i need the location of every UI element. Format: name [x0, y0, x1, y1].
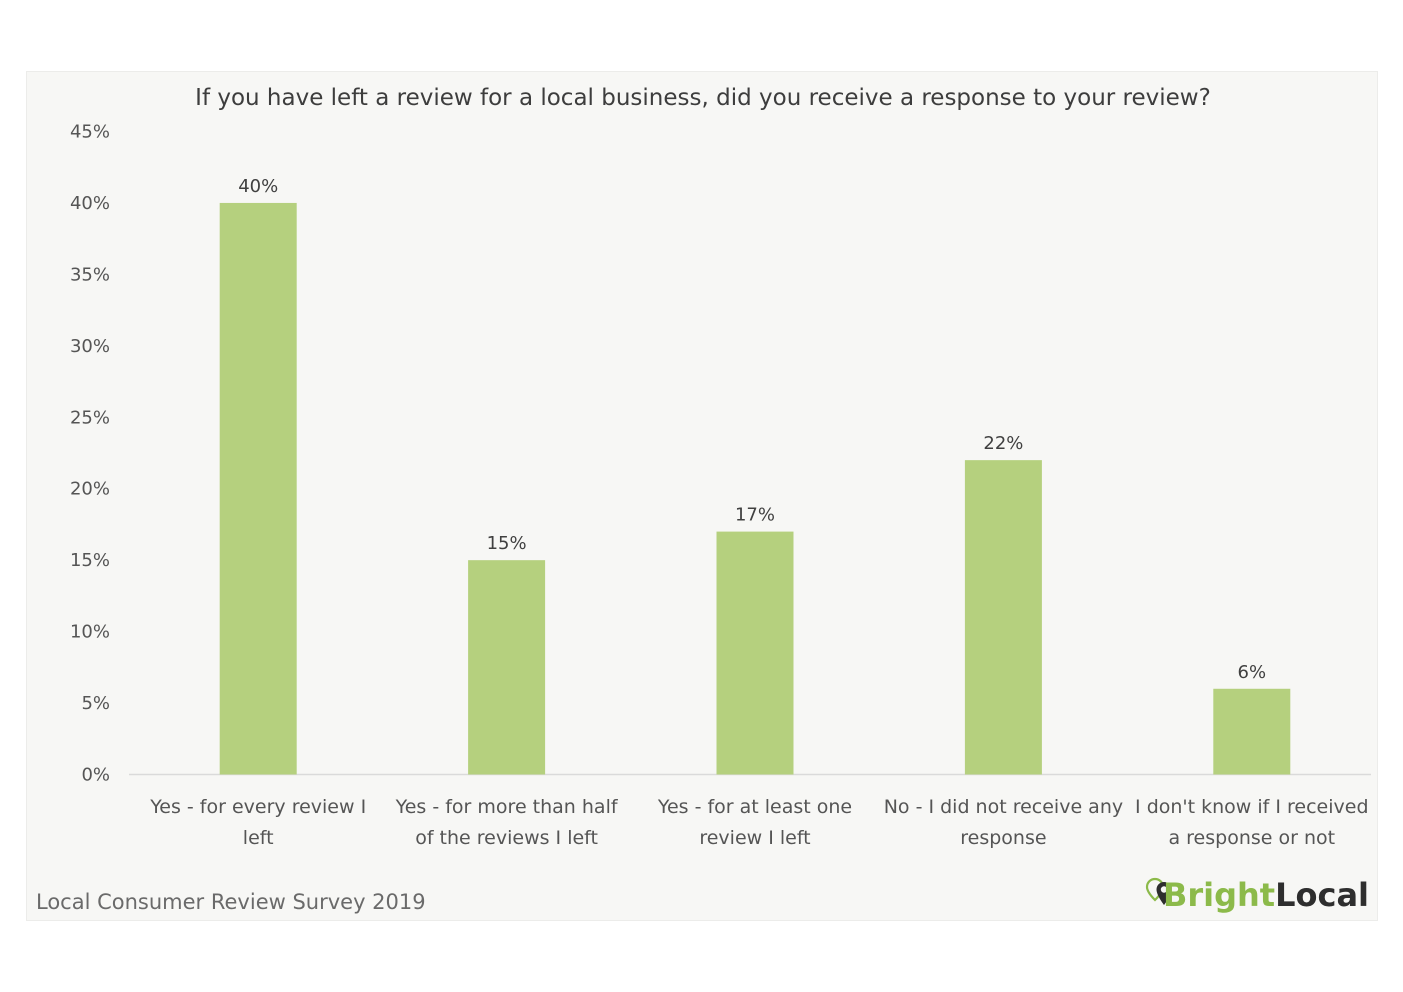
- category-label: Yes - for at least one: [657, 796, 852, 818]
- brand-wordmark: BrightLocal: [1163, 876, 1369, 914]
- category-label: a response or not: [1168, 827, 1335, 849]
- y-axis: 0% 5% 10% 15% 20% 25% 30% 35% 40% 45%: [70, 122, 110, 786]
- y-tick-label: 20%: [70, 479, 110, 500]
- category-label: left: [243, 827, 274, 849]
- category-labels: Yes - for every review I left Yes - for mo…: [149, 796, 1368, 849]
- y-tick-label: 5%: [81, 693, 110, 714]
- category-label: response: [960, 827, 1046, 849]
- category-label: Yes - for every review I: [149, 796, 366, 818]
- bar: [219, 202, 297, 775]
- y-tick-label: 25%: [70, 407, 110, 428]
- y-tick-label: 0%: [81, 765, 110, 786]
- data-label: 40%: [238, 176, 278, 197]
- bar: [1213, 688, 1291, 775]
- bars: [219, 202, 1291, 775]
- data-label: 22%: [983, 433, 1023, 454]
- category-label: review I left: [699, 827, 810, 849]
- bar: [716, 531, 794, 775]
- y-tick-label: 10%: [70, 622, 110, 643]
- brightlocal-logo: BrightLocal: [1145, 876, 1369, 914]
- data-label: 17%: [735, 505, 775, 526]
- chart-panel: If you have left a review for a local bu…: [26, 71, 1378, 921]
- y-tick-label: 15%: [70, 550, 110, 571]
- y-tick-label: 40%: [70, 193, 110, 214]
- category-label: No - I did not receive any: [884, 796, 1123, 818]
- data-label: 6%: [1238, 662, 1267, 683]
- y-tick-label: 45%: [70, 122, 110, 143]
- y-tick-label: 35%: [70, 264, 110, 285]
- bar: [468, 560, 546, 775]
- data-labels: 40% 15% 17% 22% 6%: [238, 176, 1266, 683]
- survey-source: Local Consumer Review Survey 2019: [36, 890, 426, 914]
- data-label: 15%: [487, 533, 527, 554]
- chart-title: If you have left a review for a local bu…: [195, 85, 1211, 111]
- location-pin-icon: [1145, 877, 1172, 905]
- category-label: Yes - for more than half: [395, 796, 619, 818]
- category-label: of the reviews I left: [415, 827, 598, 849]
- bar: [964, 460, 1042, 775]
- y-tick-label: 30%: [70, 336, 110, 357]
- category-label: I don't know if I received: [1135, 796, 1368, 818]
- bar-chart: If you have left a review for a local bu…: [36, 85, 1371, 914]
